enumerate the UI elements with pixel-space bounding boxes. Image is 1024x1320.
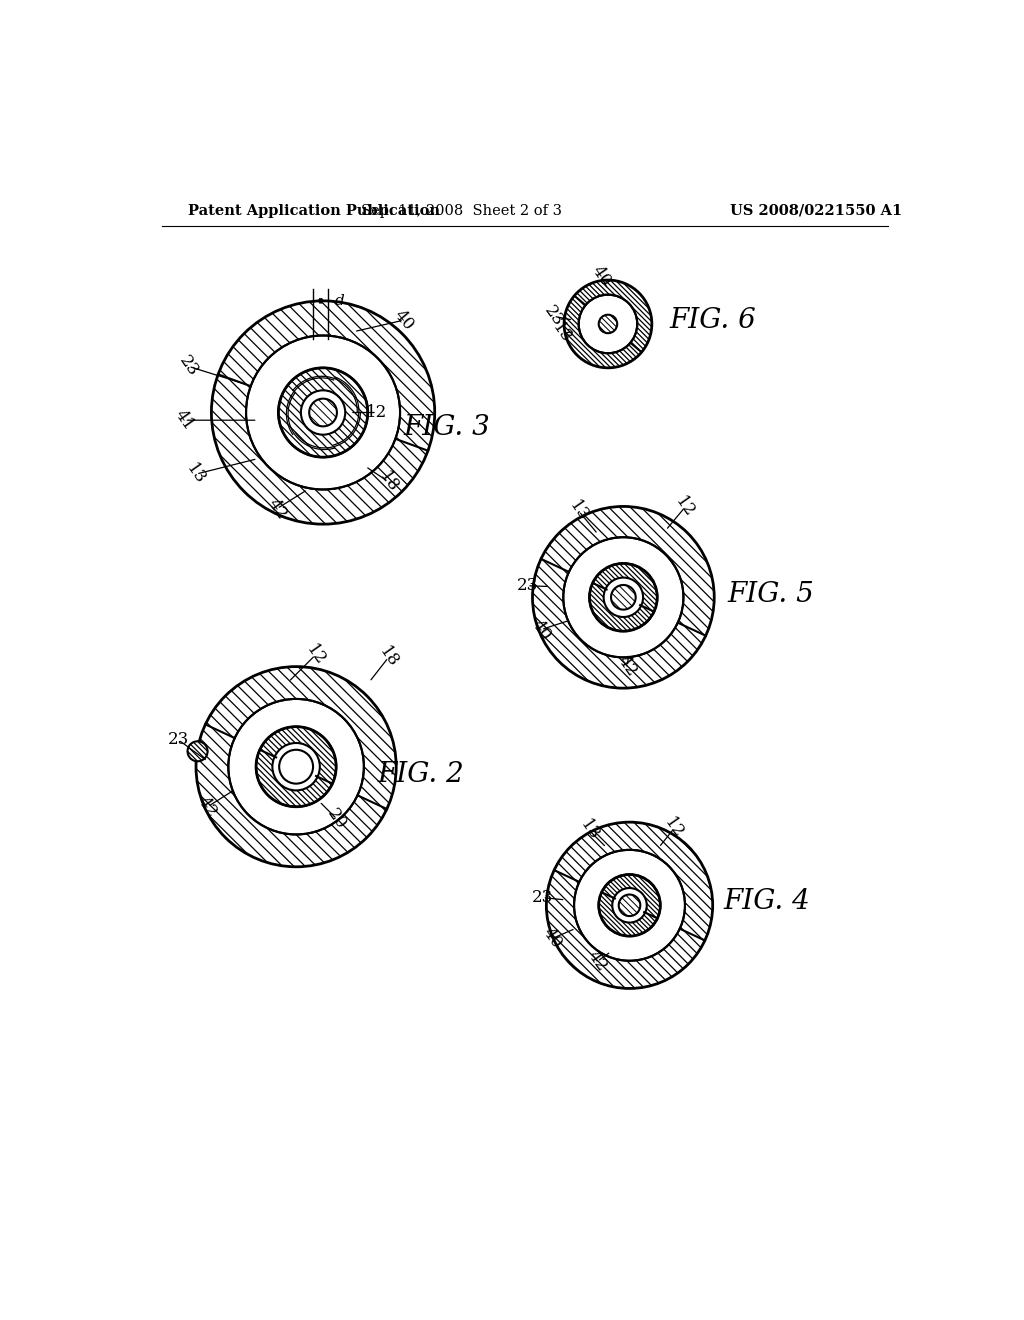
Circle shape [280, 750, 313, 784]
Text: 23: 23 [516, 577, 538, 594]
Text: 18: 18 [376, 469, 401, 495]
Text: FIG. 3: FIG. 3 [403, 414, 490, 441]
Text: 12: 12 [302, 642, 329, 669]
Text: 20: 20 [324, 805, 350, 833]
Text: 13: 13 [183, 461, 209, 487]
Text: US 2008/0221550 A1: US 2008/0221550 A1 [730, 203, 902, 218]
Text: 42: 42 [614, 653, 640, 680]
Text: FIG. 4: FIG. 4 [724, 888, 810, 915]
Circle shape [309, 399, 337, 426]
Text: 40: 40 [540, 925, 565, 952]
Circle shape [611, 585, 636, 610]
Text: 12: 12 [367, 404, 388, 421]
Text: 42: 42 [264, 495, 290, 523]
Text: 12: 12 [672, 494, 698, 521]
Text: 23: 23 [175, 352, 202, 380]
Text: 40: 40 [528, 616, 554, 643]
Text: 13: 13 [577, 817, 602, 845]
Text: 12: 12 [662, 814, 687, 842]
Text: 13: 13 [565, 498, 592, 524]
Text: d: d [335, 294, 344, 308]
Circle shape [187, 742, 208, 762]
Text: Patent Application Publication: Patent Application Publication [188, 203, 440, 218]
Text: FIG. 5: FIG. 5 [727, 582, 814, 609]
Text: FIG. 6: FIG. 6 [670, 306, 757, 334]
Text: 42: 42 [195, 793, 220, 820]
Text: Sep. 11, 2008  Sheet 2 of 3: Sep. 11, 2008 Sheet 2 of 3 [361, 203, 562, 218]
Circle shape [599, 314, 617, 333]
Circle shape [618, 895, 640, 916]
Text: 23: 23 [531, 890, 553, 906]
Text: 18: 18 [376, 644, 401, 671]
Text: 23: 23 [541, 302, 566, 330]
Text: 41: 41 [171, 407, 198, 434]
Text: 13: 13 [549, 319, 574, 347]
Text: 40: 40 [390, 306, 417, 334]
Text: 40: 40 [588, 263, 614, 290]
Text: 42: 42 [584, 948, 610, 975]
Text: 23: 23 [168, 731, 188, 748]
Text: FIG. 2: FIG. 2 [377, 760, 464, 788]
